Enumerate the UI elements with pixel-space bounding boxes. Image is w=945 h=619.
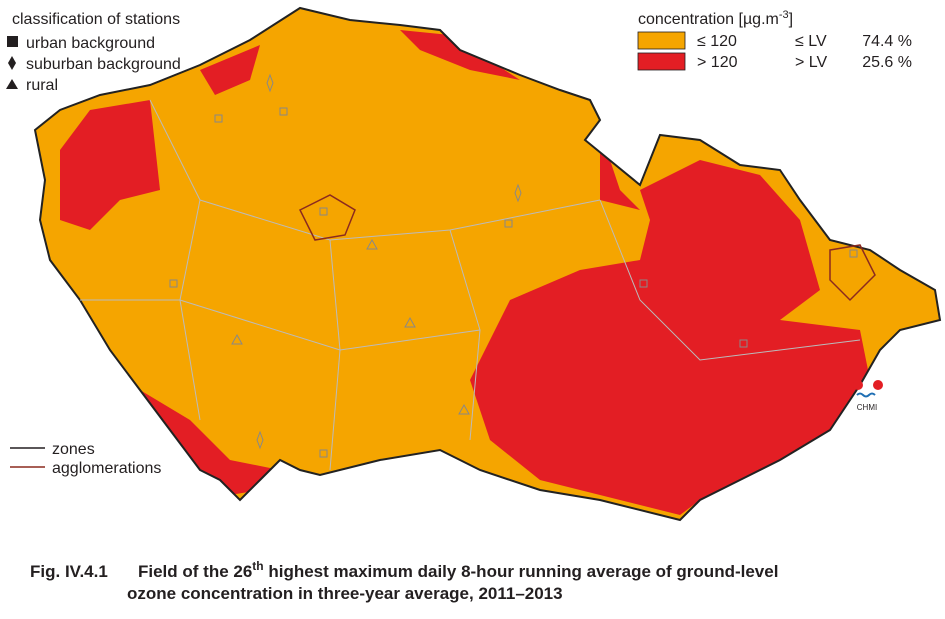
caption-label: Fig. IV.4.1 [30,562,108,581]
stations-legend: classification of stations urban backgro… [6,11,181,94]
rural-symbol [6,79,18,89]
class-range: > 120 [697,54,738,71]
logo-text: CHMI [857,403,877,412]
lines-legend: zones agglomerations [10,441,161,477]
caption: Fig. IV.4.1 Field of the 26th highest ma… [30,559,778,603]
exceedance-areas [60,30,870,520]
legend-item: suburban background [26,56,181,73]
class-limit: > LV [795,54,828,71]
legend-item: urban background [26,35,155,52]
concentration-legend: concentration [µg.m-3] ≤ 120 ≤ LV 74.4 % > … [637,9,912,71]
caption-line: Field of the 26th highest maximum daily … [138,559,778,581]
legend-title: classification of stations [12,11,180,28]
class-range: ≤ 120 [697,33,737,50]
agglomeration-prague [298,194,356,241]
class-share: 25.6 % [862,54,912,71]
station-markers [169,73,858,458]
class-share: 74.4 % [862,33,912,50]
map [34,7,941,521]
suburban-symbol [8,56,16,70]
logo: CHMI [853,380,883,412]
legend-item: agglomerations [52,460,161,477]
urban-symbol [7,36,18,47]
legend-item: rural [26,77,58,94]
legend-item: zones [52,441,95,458]
legend-title: concentration [µg.m-3] [638,9,793,28]
class-limit: ≤ LV [795,33,827,50]
class-swatch [637,31,686,50]
class-swatch [637,52,686,71]
caption-line: ozone concentration in three-year averag… [127,584,563,603]
zone-boundaries [80,99,861,471]
agglomeration-ostrava [829,244,876,302]
